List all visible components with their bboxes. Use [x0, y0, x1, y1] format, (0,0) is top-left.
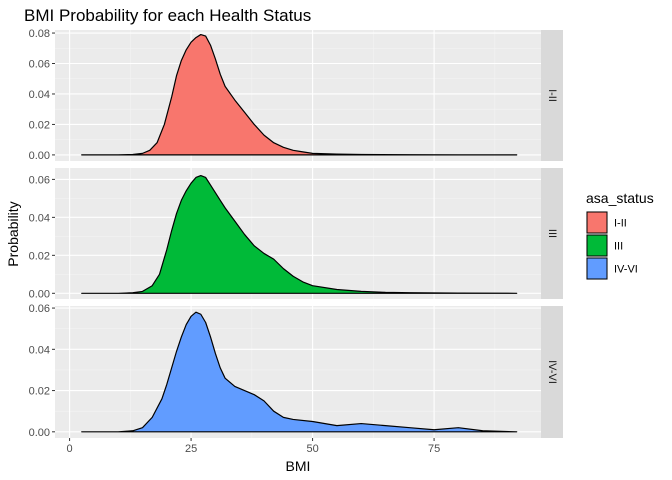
y-tick-label: 0.00: [29, 288, 50, 300]
facet-strip: [541, 30, 563, 161]
x-tick-label: 25: [185, 443, 197, 455]
y-tick-label: 0.00: [29, 150, 50, 162]
y-axis-title: Probability: [5, 201, 21, 266]
facet-strip: [541, 168, 563, 299]
facet-panel-3: 0.00 0.02 0.04 0.06 IV-VI: [29, 303, 563, 439]
y-tick-label: 0.04: [29, 212, 50, 224]
facet-panels: 0.00 0.02 0.04 0.06 0.08 I-II 0.00 0.02 0.04 0.06…: [29, 28, 563, 439]
legend-swatch-IV-VI: [586, 257, 608, 280]
density-area-I-II: [81, 33, 518, 156]
x-tick-label: 0: [67, 443, 73, 455]
y-tick-label: 0.06: [29, 59, 50, 71]
x-tick-label: 75: [428, 443, 440, 455]
facet-strip-label: I-II: [546, 89, 558, 102]
chart-title: BMI Probability for each Health Status: [24, 6, 311, 25]
y-tick-label: 0.02: [29, 386, 50, 398]
facet-panel-2: 0.00 0.02 0.04 0.06 III: [29, 168, 563, 300]
x-axis: 0 25 50 75: [67, 438, 440, 455]
y-tick-label: 0.02: [29, 250, 50, 262]
x-tick-label: 50: [306, 443, 318, 455]
legend-label: IV-VI: [614, 264, 638, 276]
facet-strip: [541, 306, 563, 438]
legend-swatch-I-II: [586, 211, 608, 234]
y-tick-label: 0.06: [29, 174, 50, 186]
legend-label: I-II: [614, 218, 627, 230]
y-tick-label: 0.04: [29, 344, 50, 356]
y-tick-label: 0.08: [29, 28, 50, 40]
legend-swatch-III: [586, 234, 608, 257]
panel-background: [55, 306, 541, 438]
facet-panel-1: 0.00 0.02 0.04 0.06 0.08 I-II: [29, 28, 563, 162]
x-axis-title: BMI: [286, 458, 311, 474]
y-tick-label: 0.06: [29, 303, 50, 315]
y-tick-label: 0.04: [29, 89, 50, 101]
legend-title: asa_status: [586, 190, 654, 206]
facet-strip-label: III: [546, 229, 558, 238]
legend: asa_status I-II III IV-VI: [586, 190, 654, 280]
panel-background: [55, 30, 541, 161]
panel-background: [55, 168, 541, 299]
y-tick-label: 0.02: [29, 119, 50, 131]
density-area-III: [81, 174, 518, 294]
facet-strip-label: IV-VI: [546, 360, 558, 384]
legend-label: III: [614, 241, 623, 253]
y-tick-label: 0.00: [29, 427, 50, 439]
density-area-IV-VI: [81, 311, 518, 433]
